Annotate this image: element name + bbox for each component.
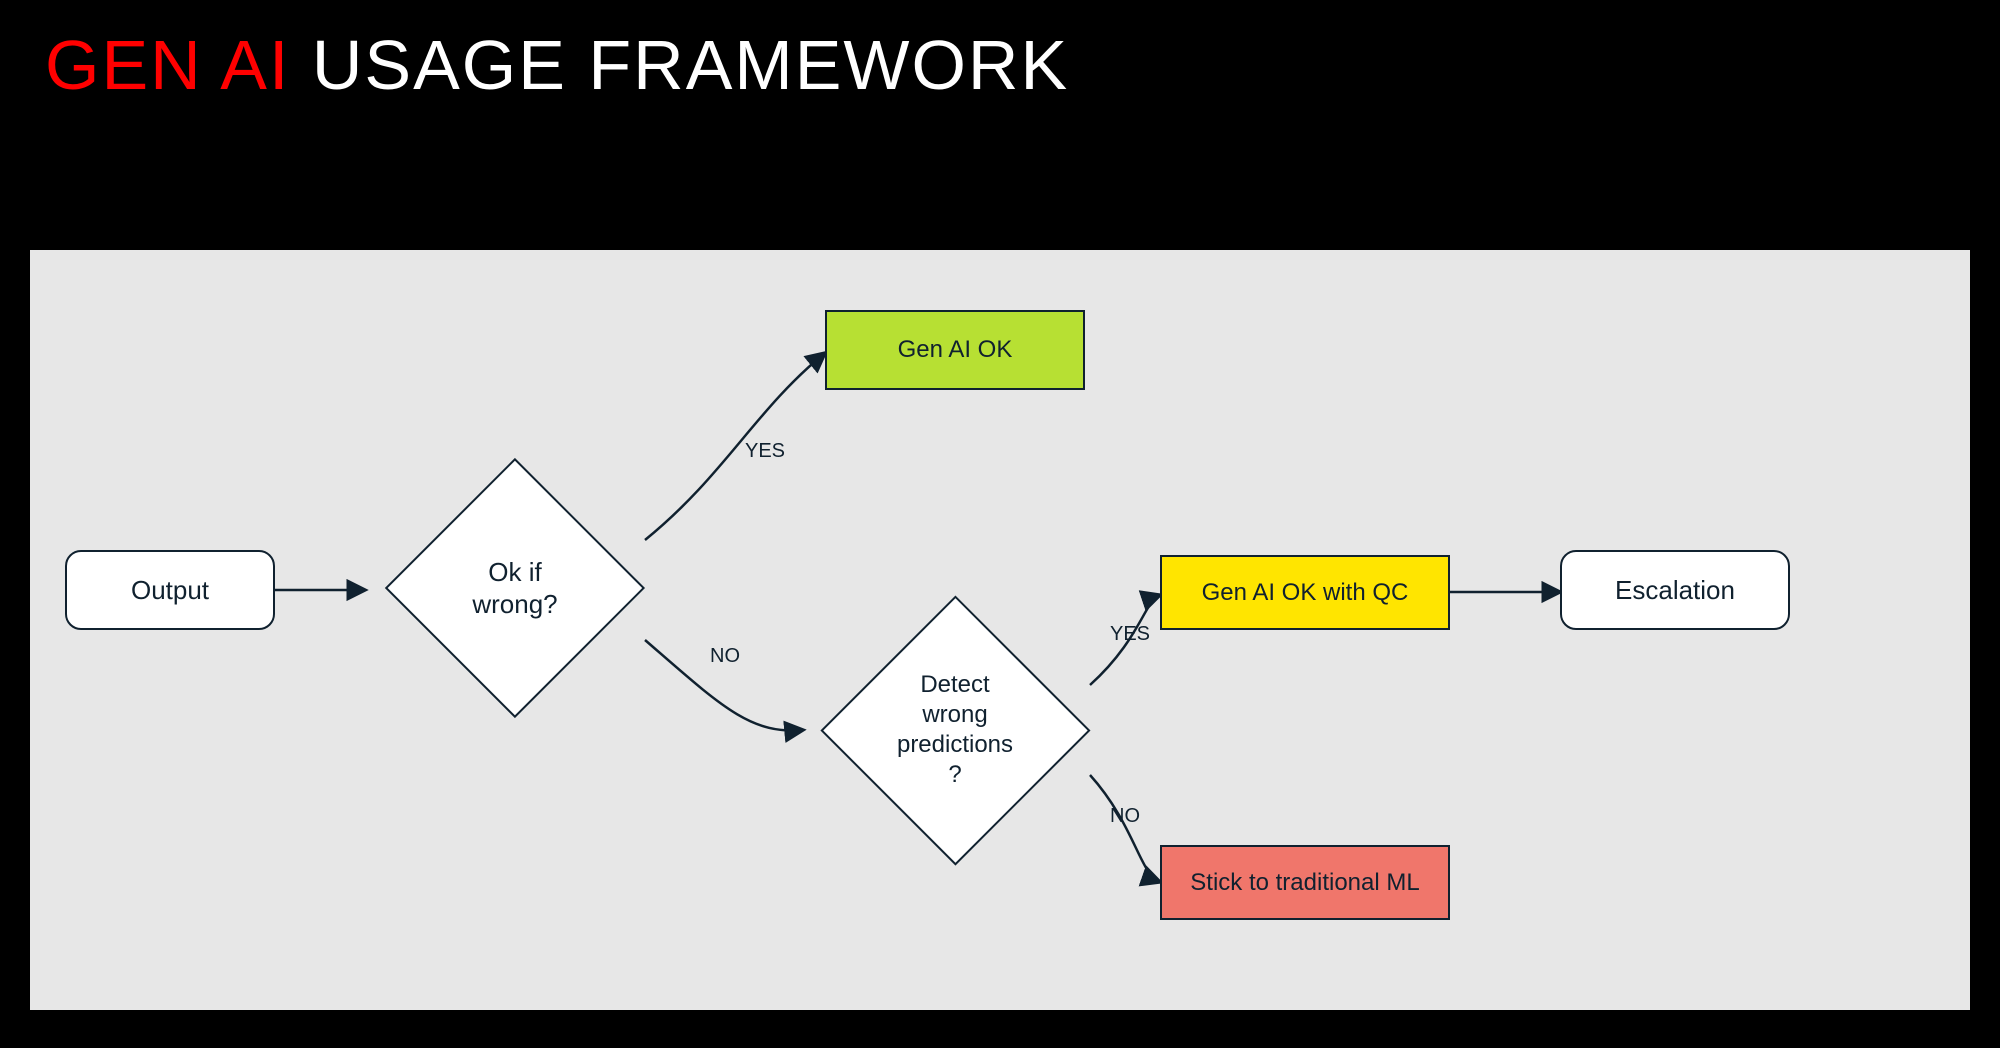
title-part-red: GEN AI [45, 26, 290, 104]
node-escalation: Escalation [1560, 550, 1790, 630]
slide: GEN AI USAGE FRAMEWORK Output Ok if wron… [0, 0, 2000, 1048]
node-gen-ai-ok: Gen AI OK [825, 310, 1085, 390]
edge-ok_wrong-to-gen_ok [645, 353, 825, 540]
edge-label-detect-gen_qc: YES [1110, 623, 1150, 646]
node-output-label: Output [131, 575, 209, 606]
slide-title: GEN AI USAGE FRAMEWORK [45, 25, 1069, 105]
node-detect-wrong-label: Detect wrong predictions ? [820, 595, 1090, 865]
title-part-white: USAGE FRAMEWORK [290, 26, 1069, 104]
node-detect-wrong: Detect wrong predictions ? [860, 635, 1051, 826]
node-ok-if-wrong: Ok if wrong? [423, 496, 607, 680]
edge-label-ok_wrong-detect: NO [710, 645, 740, 668]
flowchart-panel: Output Ok if wrong? Detect wrong predict… [30, 250, 1970, 1010]
node-gen-ai-ok-qc: Gen AI OK with QC [1160, 555, 1450, 630]
node-ok-if-wrong-label: Ok if wrong? [385, 458, 645, 718]
node-stick-ml-label: Stick to traditional ML [1190, 869, 1419, 897]
node-escalation-label: Escalation [1615, 575, 1735, 606]
node-output: Output [65, 550, 275, 630]
node-stick-traditional-ml: Stick to traditional ML [1160, 845, 1450, 920]
edge-label-detect-stick_ml: NO [1110, 805, 1140, 828]
node-gen-ai-ok-label: Gen AI OK [898, 336, 1013, 364]
edge-detect-to-stick_ml [1090, 775, 1160, 882]
edge-label-ok_wrong-gen_ok: YES [745, 440, 785, 463]
node-gen-ai-ok-qc-label: Gen AI OK with QC [1202, 579, 1409, 607]
